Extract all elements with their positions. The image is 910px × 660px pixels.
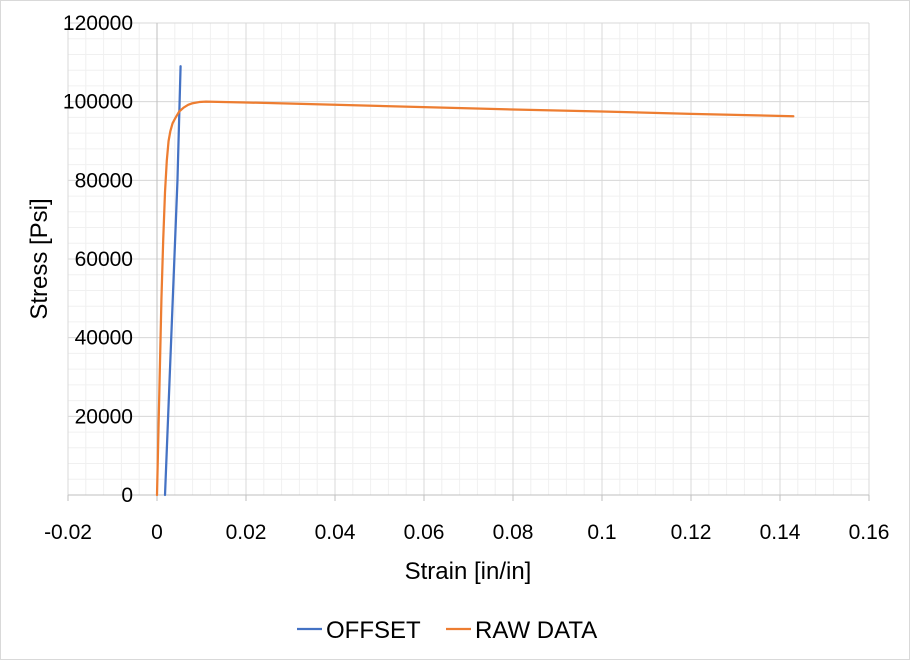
- x-tick-label: 0.1: [587, 521, 616, 544]
- y-tick-labels: 0 20000 40000 60000 80000 100000 120000: [63, 12, 133, 507]
- x-tick-label: 0: [151, 521, 163, 544]
- y-tick-label: 100000: [63, 91, 133, 114]
- y-tick-label: 0: [121, 484, 133, 507]
- y-tick-label: 20000: [75, 405, 133, 428]
- x-tick-label: 0.12: [671, 521, 712, 544]
- series-line-raw-data: [155, 100, 795, 497]
- legend-label-raw-data: RAW DATA: [475, 617, 597, 644]
- x-tick-label: -0.02: [44, 521, 92, 544]
- legend: OFFSET RAW DATA: [297, 617, 597, 644]
- axes: [67, 23, 870, 501]
- x-tick-label: 0.16: [849, 521, 890, 544]
- y-tick-label: 120000: [63, 12, 133, 35]
- x-axis-title: Strain [in/in]: [405, 558, 532, 585]
- y-axis-title: Stress [Psi]: [26, 198, 53, 319]
- x-tick-label: 0.06: [404, 521, 445, 544]
- y-tick-label: 40000: [75, 327, 133, 350]
- x-tick-label: 0.14: [760, 521, 801, 544]
- series-line-offset: [163, 65, 182, 497]
- major-gridlines: [67, 22, 870, 496]
- y-tick-label: 80000: [75, 169, 133, 192]
- y-tick-label: 60000: [75, 248, 133, 271]
- x-tick-label: 0.08: [493, 521, 534, 544]
- x-tick-label: 0.04: [315, 521, 356, 544]
- x-tick-labels: -0.02 0 0.02 0.04 0.06 0.08 0.1 0.12 0.14 0.16: [44, 521, 889, 544]
- x-tick-label: 0.02: [226, 521, 267, 544]
- legend-label-offset: OFFSET: [326, 617, 421, 644]
- series-layer: [155, 65, 795, 497]
